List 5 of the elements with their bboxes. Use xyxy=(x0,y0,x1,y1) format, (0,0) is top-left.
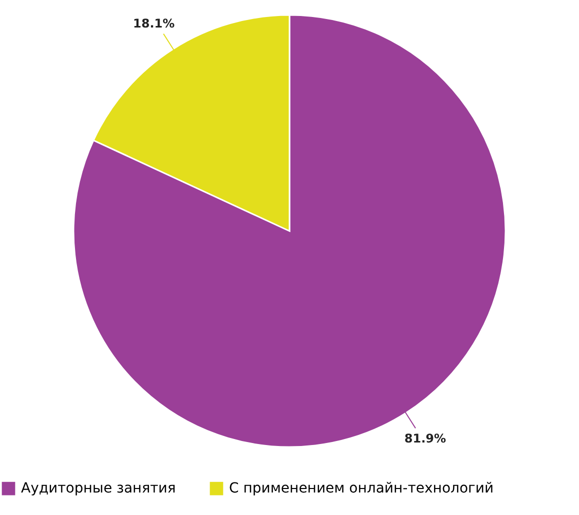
data-label: 18.1% xyxy=(132,16,175,31)
data-label: 81.9% xyxy=(404,431,446,446)
legend-label: Аудиторные занятия xyxy=(21,480,176,497)
legend-label: С применением онлайн-технологий xyxy=(229,480,494,497)
pie-slice xyxy=(72,14,506,448)
